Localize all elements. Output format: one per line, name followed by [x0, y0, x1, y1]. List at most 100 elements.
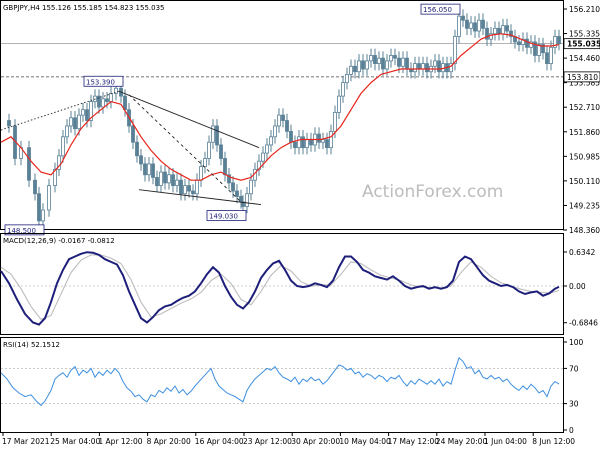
price-candle — [249, 179, 253, 195]
price-candle — [223, 158, 227, 176]
price-candle — [277, 114, 281, 127]
price-candle — [321, 139, 325, 143]
price-candle — [297, 136, 301, 149]
current-price-label: 155.035 — [567, 40, 600, 49]
price-candle — [545, 52, 549, 64]
price-candle — [207, 141, 211, 159]
rsi-layer: 100 70 30 0 — [0, 338, 584, 435]
trendline — [138, 189, 262, 206]
price-candle — [195, 179, 199, 195]
price-candle — [163, 171, 167, 184]
price-candle — [469, 22, 473, 29]
price-candle — [47, 185, 51, 211]
price-candle — [215, 125, 219, 146]
price-candle — [449, 63, 453, 73]
price-candle — [261, 152, 265, 162]
macd-y-tick-label: -0.6846 — [569, 319, 598, 328]
price-candle — [385, 60, 389, 70]
price-candle — [265, 144, 269, 154]
macd-y-tick-label: 0.00 — [569, 282, 586, 291]
price-candle — [151, 163, 155, 178]
price-candle — [537, 44, 541, 56]
rsi-y-tick-label: 100 — [569, 338, 584, 347]
price-candle — [305, 139, 309, 149]
price-candle — [289, 130, 293, 143]
price-candle — [171, 174, 175, 187]
price-candle — [109, 93, 113, 102]
price-candle — [345, 74, 349, 83]
price-candle — [167, 174, 171, 184]
swing-label-box — [206, 210, 247, 221]
x-tick-label: 30 Apr 20:00 — [291, 437, 340, 446]
macd-label: MACD(12,26,9) -0.0167 -0.0812 — [3, 237, 115, 245]
price-candle — [473, 22, 477, 32]
macd-line — [0, 251, 560, 326]
rsi-y-tick-label: 0 — [569, 426, 574, 435]
price-candle — [33, 179, 37, 195]
macd-y-tick-label: 0.6342 — [569, 248, 595, 257]
price-candle — [465, 19, 469, 29]
price-candle — [309, 139, 313, 146]
price-candle — [273, 125, 277, 138]
price-candle — [337, 95, 341, 113]
x-tick-label: 10 May 04:00 — [339, 437, 391, 446]
price-candle — [557, 36, 561, 45]
rsi-line — [0, 356, 560, 407]
swing-label-box — [83, 75, 124, 87]
price-candle — [413, 63, 417, 73]
price-candle — [381, 57, 385, 70]
price-candle — [397, 57, 401, 67]
symbol-header: GBPJPY,H4 155.126 155.185 154.823 155.03… — [3, 4, 165, 12]
price-candle — [61, 136, 65, 157]
x-tick-label: 1 Apr 12:00 — [98, 437, 142, 446]
price-y-tick-label: 153.585 — [569, 79, 600, 88]
price-panel-frame — [0, 0, 564, 230]
price-candle — [501, 25, 505, 35]
price-candle — [365, 60, 369, 70]
price-candle — [437, 60, 441, 73]
price-y-tick-label: 152.710 — [569, 103, 600, 112]
price-candle — [461, 15, 465, 21]
price-y-tick-label: 151.860 — [569, 128, 600, 137]
price-candle — [389, 55, 393, 62]
price-candle — [333, 111, 337, 132]
trendline — [128, 94, 242, 203]
price-candle — [139, 155, 143, 165]
price-candle — [191, 190, 195, 195]
macd-panel: MACD(12,26,9) -0.0167 -0.0812 0.6342 0.00… — [0, 233, 598, 335]
macd-panel-frame — [0, 233, 564, 335]
price-candle — [457, 15, 461, 37]
price-candle — [159, 171, 163, 187]
price-candle — [123, 95, 127, 111]
price-y-tick-label: 154.460 — [569, 54, 600, 63]
price-candle — [85, 109, 89, 121]
price-candle — [293, 141, 297, 149]
price-candle — [433, 60, 437, 67]
price-layer: 156.210 155.335 154.460 153.585 152.710 151.8… — [0, 3, 600, 236]
watermark: ActionForex.com — [362, 182, 503, 202]
price-candle — [239, 196, 243, 203]
price-candle — [131, 125, 135, 143]
price-candle — [199, 166, 203, 181]
price-candle — [147, 163, 151, 176]
price-y-tick-label: 150.985 — [569, 152, 600, 161]
x-tick-label: 17 Mar 2021 — [2, 437, 50, 446]
price-candle — [69, 117, 73, 127]
price-candle — [357, 60, 361, 73]
price-candle — [529, 41, 533, 48]
macd-layer: 0.6342 0.00 -0.6846 — [0, 248, 598, 328]
price-candle — [135, 141, 139, 157]
price-candle — [269, 136, 273, 146]
rsi-y-tick-label: 70 — [569, 364, 579, 373]
price-candle — [525, 38, 529, 48]
price-candle — [553, 36, 557, 48]
price-candle — [533, 41, 537, 56]
price-candle — [477, 19, 481, 32]
x-axis: 17 Mar 2021 25 Mar 04:001 Apr 12:00 8 Apr … — [2, 432, 575, 446]
swing-label-box — [4, 224, 45, 236]
price-y-tick-label: 150.110 — [569, 177, 600, 186]
price-candle — [105, 98, 109, 102]
price-candle — [203, 158, 207, 168]
